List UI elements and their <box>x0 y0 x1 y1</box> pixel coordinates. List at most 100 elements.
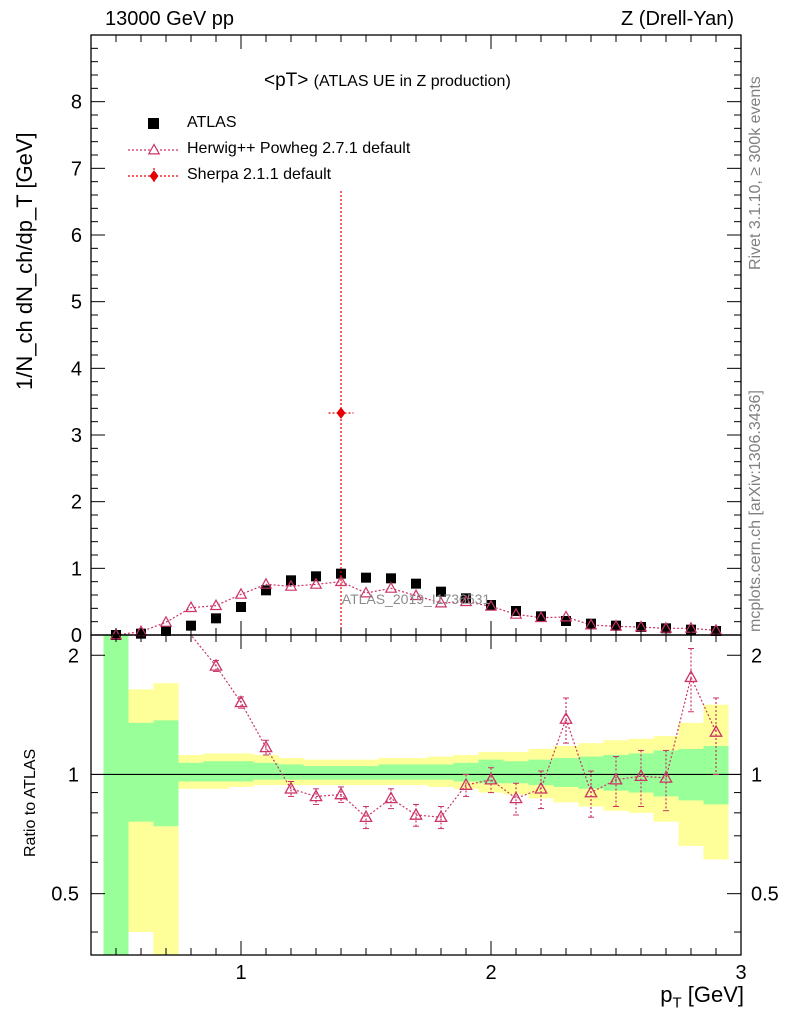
legend-label-sherpa: Sherpa 2.1.1 default <box>187 166 332 183</box>
y-tick-label: 7 <box>71 158 82 180</box>
x-tick-label: 1 <box>235 962 246 984</box>
herwig-point <box>559 610 573 622</box>
herwig-ratio-point <box>509 791 523 804</box>
ratio-band-inner <box>403 764 429 780</box>
atlas-point <box>511 606 521 616</box>
axes: 0 1 2 3 4 5 6 7 8 1 2 3 0.5 0.5 1 1 2 2 <box>51 34 779 984</box>
ratio-y-tick-label-right: 2 <box>751 645 762 667</box>
ratio-band-inner <box>253 762 279 780</box>
atlas-point <box>611 620 621 631</box>
ratio-band-inner <box>478 759 504 784</box>
atlas-point <box>636 622 646 632</box>
herwig-ratio-point <box>284 781 298 794</box>
y-tick-label: 3 <box>71 425 82 447</box>
atlas-point <box>336 568 346 579</box>
y-tick-label: 0 <box>71 625 82 647</box>
legend-markers <box>128 118 180 184</box>
ratio-y-tick-label: 1 <box>68 764 79 786</box>
ratio-y-axis-label: Ratio to ATLAS <box>22 748 39 857</box>
herwig-ratio-point <box>659 770 673 783</box>
herwig-ratio-point <box>334 787 348 800</box>
ratio-uncertainty-bands <box>103 635 729 955</box>
atlas-point <box>411 578 421 589</box>
sherpa-point <box>336 407 346 419</box>
herwig-point <box>209 598 223 611</box>
herwig-ratio-point <box>209 658 223 671</box>
ratio-y-tick-label: 2 <box>68 645 79 667</box>
atlas-point <box>236 602 246 612</box>
atlas-point <box>361 572 371 583</box>
legend-label-herwig: Herwig++ Powheg 2.7.1 default <box>187 140 411 157</box>
herwig-ratio-point <box>609 772 623 785</box>
x-axis-label-unit: [GeV] <box>687 982 744 1007</box>
herwig-ratio-point <box>234 695 248 708</box>
ratio-band-inner <box>178 762 204 782</box>
x-tick-label: 2 <box>485 962 496 984</box>
x-tick-label: 3 <box>735 962 746 984</box>
ratio-band-inner <box>503 761 529 784</box>
rivet-note: Rivet 3.1.10, ≥ 300k events <box>747 76 764 270</box>
y-tick-label: 4 <box>71 358 82 380</box>
herwig-point <box>484 599 498 611</box>
herwig-point <box>259 577 273 589</box>
herwig-ratio-point <box>309 789 323 802</box>
herwig-point <box>409 588 423 601</box>
atlas-point <box>586 618 596 629</box>
legend-sherpa-marker <box>149 170 159 182</box>
herwig-ratio-point <box>434 809 448 823</box>
herwig-point <box>284 579 298 591</box>
herwig-ratio-point <box>259 740 273 753</box>
herwig-ratio-point <box>584 785 598 798</box>
x-axis-label: pT [GeV] <box>660 982 744 1011</box>
y-tick-label: 5 <box>71 292 82 314</box>
herwig-point <box>234 587 248 599</box>
ratio-band-inner <box>353 766 379 780</box>
herwig-point <box>534 610 548 623</box>
legend-atlas-marker <box>148 118 159 129</box>
herwig-ratio-point <box>484 772 498 785</box>
herwig-ratio-point <box>459 777 473 790</box>
herwig-line <box>115 581 717 636</box>
ratio-band-inner <box>153 720 179 827</box>
herwig-ratio-point <box>409 807 423 820</box>
ratio-band-inner <box>228 761 254 782</box>
ratio-band-inner <box>328 766 354 780</box>
mcplots-note: mcplots.cern.ch [arXiv:1306.3436] <box>747 390 764 632</box>
header-process: Z (Drell-Yan) <box>621 8 734 30</box>
y-tick-label: 1 <box>71 558 82 580</box>
y-axis-label-text: 1/N_ch dN_ch/dp_T [GeV] <box>12 132 37 390</box>
ratio-band-inner <box>128 722 154 822</box>
y-tick-label: 8 <box>71 92 82 114</box>
ratio-y-tick-label-right: 1 <box>751 764 762 786</box>
y-tick-label: 2 <box>71 492 82 514</box>
herwig-point <box>459 594 473 607</box>
herwig-point <box>359 586 373 598</box>
ratio-band-inner <box>453 762 479 782</box>
herwig-point <box>384 581 398 593</box>
x-axis-label-sub: T <box>672 994 682 1012</box>
y-tick-label: 6 <box>71 225 82 247</box>
herwig-point <box>159 615 173 627</box>
herwig-ratio-point <box>709 724 723 737</box>
ratio-band-inner <box>378 764 404 780</box>
legend-label-atlas: ATLAS <box>187 114 237 131</box>
herwig-ratio-point <box>684 669 698 683</box>
herwig-point <box>184 600 198 613</box>
atlas-point <box>311 571 321 582</box>
atlas-point <box>211 613 221 624</box>
herwig-point <box>309 577 323 589</box>
ratio-band-inner <box>278 764 304 780</box>
y-axis-label: 1/N_ch dN_ch/dp_T [GeV] <box>12 132 38 390</box>
main-plot-marks <box>109 191 723 640</box>
herwig-point <box>334 574 348 587</box>
analysis-watermark: ATLAS_2019_I1736531 <box>342 591 491 607</box>
atlas-point <box>436 586 446 597</box>
ratio-plot-marks <box>91 634 741 830</box>
ratio-band-inner <box>653 750 679 797</box>
ratio-band-inner <box>303 766 329 780</box>
plot-title-main: <pT> <box>264 70 309 91</box>
atlas-point <box>186 620 196 631</box>
atlas-point <box>536 611 546 622</box>
ratio-y-tick-label: 0.5 <box>51 884 79 906</box>
